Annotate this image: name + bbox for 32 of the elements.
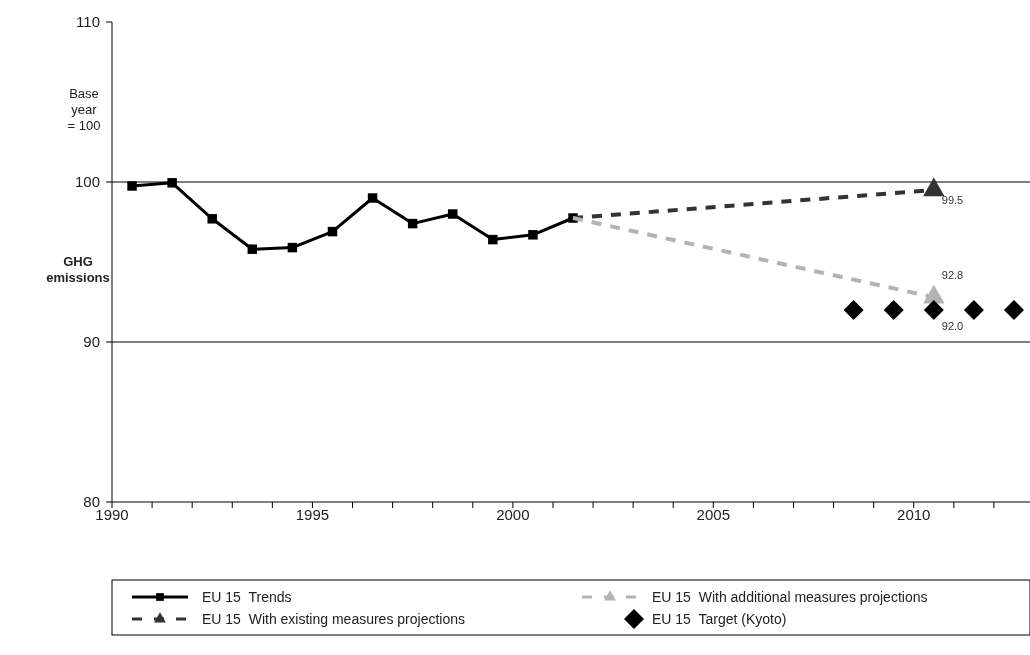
point	[528, 230, 538, 240]
x-tick-label: 2000	[496, 506, 530, 523]
point	[448, 209, 458, 219]
point	[327, 226, 338, 237]
point	[407, 218, 418, 229]
legend-label: EU 15 Trends	[202, 589, 292, 605]
y-tick-label: 90	[83, 333, 100, 350]
point	[883, 300, 904, 320]
y-tick-label: 100	[74, 173, 100, 190]
point	[247, 244, 258, 254]
data-label: 92.8	[941, 269, 964, 282]
point	[287, 242, 298, 253]
point	[963, 300, 984, 320]
x-tick-label: 2005	[696, 506, 730, 523]
y-axis-title: GHG emissions	[46, 254, 110, 285]
legend-label: EU 15 Target (Kyoto)	[652, 611, 787, 627]
point	[207, 214, 217, 224]
legend-label: EU 15 With additional measures projections	[652, 589, 928, 605]
point	[127, 181, 137, 191]
x-tick-label: 2010	[897, 506, 931, 523]
point	[843, 300, 864, 320]
point	[488, 234, 498, 245]
y-tick-label: 110	[76, 13, 100, 30]
legend-label: EU 15 With existing measures projections	[202, 611, 465, 627]
point	[367, 193, 378, 203]
data-label: 99.5	[941, 194, 964, 206]
data-label: 92.0	[941, 320, 964, 332]
text: Base year = 100	[67, 86, 101, 133]
point	[923, 300, 944, 320]
point	[167, 178, 177, 188]
x-tick-label: 1995	[295, 506, 330, 523]
point	[1003, 300, 1024, 320]
